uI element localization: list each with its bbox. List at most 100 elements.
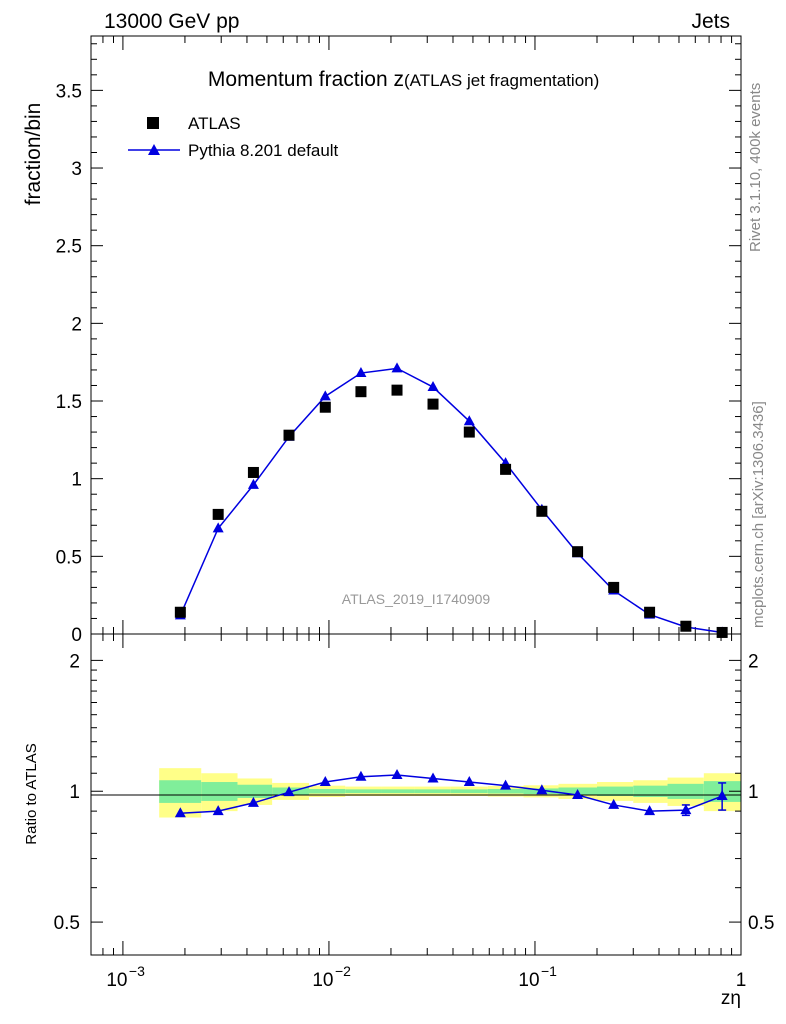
main-ytick-label: 3 <box>71 159 82 180</box>
xtick-label: 1 <box>736 970 747 991</box>
ratio-mc-point <box>500 779 512 790</box>
main-ytick-label: 0 <box>71 625 82 646</box>
mc-point <box>319 390 331 401</box>
main-ytick-label: 1 <box>71 470 82 491</box>
data-point <box>608 581 620 593</box>
inner-band <box>381 789 415 794</box>
legend: ATLAS Pythia 8.201 default <box>128 114 339 160</box>
legend-mc-label: Pythia 8.201 default <box>188 141 339 160</box>
data-point <box>319 401 331 413</box>
inner-band <box>487 788 524 794</box>
mc-point <box>391 362 403 373</box>
data-point <box>391 384 403 396</box>
ratio-mc-point <box>716 790 728 801</box>
inner-band <box>414 789 451 794</box>
legend-data-marker <box>147 117 159 129</box>
main-x-axis <box>90 36 742 634</box>
data-point <box>283 429 295 441</box>
ratio-mc-point <box>427 772 439 783</box>
data-series <box>174 384 728 638</box>
inner-band <box>667 783 704 799</box>
legend-mc-marker <box>148 144 160 155</box>
ratio-x-axis: 10 −3 10 −2 10 −1 1 <box>90 634 747 991</box>
ratio-mc-series <box>174 768 728 818</box>
ratio-uncertainty-bands <box>159 768 741 818</box>
xtick-label: 10 <box>518 970 539 991</box>
inner-band <box>159 780 202 803</box>
data-point <box>427 398 439 410</box>
xtick-label: 10 <box>106 970 127 991</box>
xlabel: zη <box>721 988 741 1009</box>
inner-band <box>308 788 346 794</box>
ratio-mc-point <box>212 805 224 816</box>
mc-point <box>463 415 475 426</box>
chart-subtitle: (ATLAS jet fragmentation) <box>404 71 599 90</box>
ratio-frame <box>90 633 742 956</box>
header-left: 13000 GeV pp <box>104 10 239 33</box>
main-ytick-label: 2 <box>71 314 82 335</box>
ratio-ytick-label-left: 0.5 <box>54 913 80 934</box>
main-ytick-label: 0.5 <box>56 547 82 568</box>
ratio-mc-point <box>319 776 331 787</box>
ratio-mc-point <box>355 770 367 781</box>
data-point <box>500 463 512 475</box>
ratio-ylabel: Ratio to ATLAS <box>23 743 40 844</box>
ratio-mc-point <box>536 784 548 795</box>
header-right: Jets <box>691 10 730 33</box>
main-ytick-label: 2.5 <box>56 237 82 258</box>
ratio-mc-point <box>391 768 403 779</box>
ratio-mc-point <box>680 804 692 815</box>
ratio-mc-point <box>247 796 259 807</box>
xtick-exponent: −3 <box>129 963 145 979</box>
ratio-mc-point <box>463 776 475 787</box>
inner-band <box>345 789 382 794</box>
ratio-mc-point <box>174 807 186 818</box>
data-point <box>716 626 728 638</box>
inner-band <box>633 785 668 797</box>
data-point <box>536 505 548 517</box>
xtick-exponent: −2 <box>335 963 351 979</box>
main-ylabel: fraction/bin <box>22 103 45 206</box>
inner-band <box>237 784 273 798</box>
data-point <box>644 606 656 618</box>
inner-band <box>450 789 488 794</box>
main-y-axis: 0 0.5 1 1.5 2 2.5 3 3.5 <box>56 43 741 646</box>
ratio-y-axis: 0.5 0.5 1 1 2 2 <box>54 651 775 934</box>
rivet-label: Rivet 3.1.10, 400k events <box>747 83 764 252</box>
ratio-ytick-label-left: 1 <box>69 782 80 803</box>
ratio-mc-point <box>572 789 584 800</box>
data-point <box>212 508 224 520</box>
inner-band <box>596 786 634 797</box>
xtick-label: 10 <box>312 970 333 991</box>
mc-point <box>427 381 439 392</box>
data-point <box>463 426 475 438</box>
ratio-ytick-label-left: 2 <box>69 651 80 672</box>
mc-point <box>212 522 224 533</box>
inner-band <box>201 782 238 801</box>
legend-data-label: ATLAS <box>188 114 241 133</box>
main-ytick-label: 1.5 <box>56 392 82 413</box>
ratio-ytick-label-right: 1 <box>748 782 759 803</box>
ratio-mc-point <box>608 798 620 809</box>
data-point <box>355 386 367 398</box>
mc-line <box>179 367 723 634</box>
chart-title: Momentum fraction z <box>208 68 404 91</box>
main-ytick-label: 3.5 <box>56 81 82 102</box>
ratio-panel: 0.5 0.51 12 2 10 −3 10 −2 10 −1 1 Ratio to ATLAS … <box>23 633 775 1009</box>
analysis-watermark: ATLAS_2019_I1740909 <box>342 591 491 607</box>
mc-point <box>247 478 259 489</box>
data-point <box>680 620 692 632</box>
ratio-mc-point <box>283 786 295 797</box>
ratio-mc-point <box>644 805 656 816</box>
data-point <box>174 606 186 618</box>
data-point <box>247 466 259 478</box>
main-panel: 0 0.5 1 1.5 2 2.5 3 3.5 fraction/bin Momentum f… <box>22 35 742 646</box>
mcplots-label: mcplots.cern.ch [arXiv:1306.3436] <box>750 401 767 628</box>
data-point <box>572 546 584 558</box>
ratio-ytick-label-right: 0.5 <box>748 913 774 934</box>
mc-point <box>355 367 367 378</box>
ratio-ytick-label-right: 2 <box>748 651 759 672</box>
xtick-exponent: −1 <box>541 963 557 979</box>
ratio-mc-line <box>180 774 723 814</box>
